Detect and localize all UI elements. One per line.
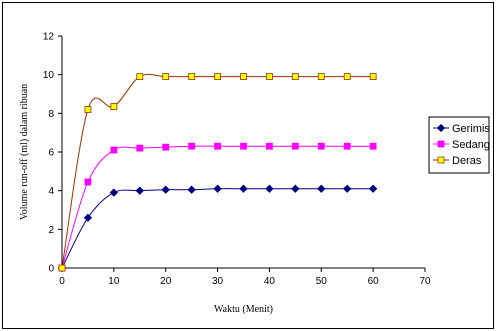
legend-label-gerimis: Gerimis [452, 123, 490, 135]
data-point-deras [110, 103, 118, 110]
series-line-gerimis [61, 188, 374, 269]
legend-marker-deras [437, 156, 445, 164]
data-point-gerimis [368, 184, 378, 193]
y-tick-label: 0 [48, 264, 54, 275]
y-tick-label: 6 [48, 148, 54, 159]
x-tick-label: 60 [368, 276, 380, 287]
x-tick-label: 40 [264, 276, 276, 287]
data-point-gerimis [213, 184, 222, 193]
data-point-sedang [369, 142, 377, 150]
data-point-gerimis [135, 186, 144, 195]
x-tick-label: 30 [212, 276, 224, 287]
series-deras [58, 73, 377, 272]
data-point-sedang [266, 142, 273, 150]
data-point-deras [84, 106, 92, 113]
x-tick-label: 50 [316, 276, 328, 287]
series-layer [57, 73, 378, 273]
tick-labels: 0 2 4 6 8 10 12 0 10 20 30 40 50 60 70 [43, 32, 431, 288]
axes [58, 35, 426, 272]
data-point-gerimis [109, 188, 119, 197]
data-point-sedang [317, 142, 325, 150]
x-axis-title: Waktu (Menit) [214, 304, 273, 315]
data-point-deras [266, 73, 273, 80]
x-tick-label: 70 [419, 276, 431, 287]
legend-label-deras: Deras [452, 155, 482, 167]
data-point-sedang [84, 178, 92, 186]
data-point-deras [188, 73, 196, 80]
data-point-gerimis [187, 185, 196, 194]
y-tick-label: 10 [43, 70, 55, 81]
data-point-sedang [291, 142, 299, 150]
data-point-sedang [136, 144, 144, 152]
y-axis-title: Volume run-off (ml) dalam ribuan [19, 84, 30, 220]
series-gerimis [57, 184, 378, 273]
legend-marker-sedang [437, 140, 445, 148]
data-point-deras [317, 73, 325, 80]
legend: Gerimis Sedang Deras [428, 116, 490, 174]
y-tick-label: 2 [48, 225, 54, 236]
legend-marker-gerimis [436, 123, 446, 133]
data-point-sedang [162, 143, 170, 151]
data-point-deras [136, 73, 144, 80]
data-point-gerimis [343, 184, 352, 193]
data-point-gerimis [265, 184, 274, 193]
y-tick-label: 8 [48, 109, 54, 120]
data-point-sedang [110, 146, 118, 154]
data-point-deras [240, 73, 247, 80]
series-sedang [58, 142, 377, 272]
data-point-gerimis [317, 184, 326, 193]
data-point-deras [162, 73, 170, 80]
data-point-gerimis [291, 184, 300, 193]
data-point-sedang [240, 142, 247, 150]
data-point-gerimis [239, 184, 248, 193]
data-point-gerimis [83, 213, 93, 222]
data-point-gerimis [161, 185, 170, 194]
data-point-deras [291, 73, 299, 80]
x-tick-label: 20 [160, 276, 172, 287]
y-tick-label: 12 [43, 32, 55, 43]
x-tick-label: 10 [108, 276, 120, 287]
series-line-sedang [61, 145, 374, 269]
data-point-sedang [343, 142, 351, 150]
data-point-sedang [188, 142, 196, 150]
data-point-deras [343, 73, 351, 80]
data-point-deras [58, 264, 66, 272]
data-point-deras [369, 73, 377, 80]
y-tick-label: 4 [48, 186, 54, 197]
legend-label-sedang: Sedang [452, 139, 490, 151]
data-point-deras [214, 73, 221, 80]
series-line-deras [61, 73, 374, 269]
data-point-sedang [214, 142, 221, 150]
chart-frame [2, 2, 494, 329]
x-tick-label: 0 [59, 276, 65, 287]
